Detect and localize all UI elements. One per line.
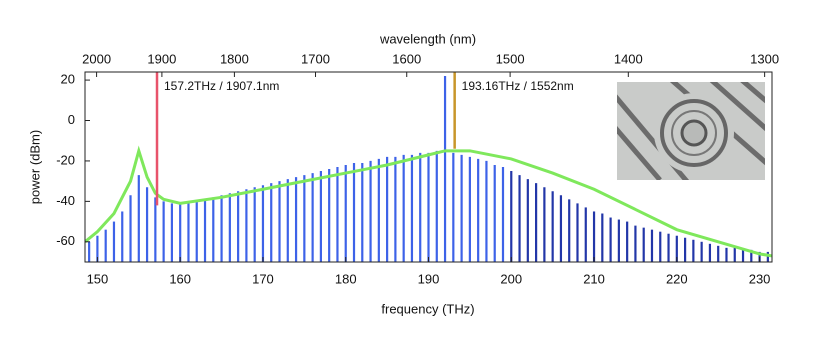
x-tick-label: 150: [87, 271, 109, 286]
x2-tick-label: 1400: [614, 51, 643, 66]
x2-tick-label: 1900: [147, 51, 176, 66]
y-axis-label: power (dBm): [27, 130, 42, 204]
x-tick-label: 160: [169, 271, 191, 286]
x2-tick-label: 2000: [82, 51, 111, 66]
inset-image: [617, 82, 765, 180]
x2-tick-label: 1600: [392, 51, 421, 66]
y-tick-label: 20: [61, 72, 75, 87]
y-tick-label: -60: [56, 233, 75, 248]
plot-area: [85, 72, 772, 262]
simulation-curve: [85, 145, 772, 258]
y-tick-label: -20: [56, 152, 75, 167]
x2-axis-label: wavelength (nm): [379, 31, 476, 46]
marker-label: 157.2THz / 1907.1nm: [164, 79, 279, 93]
x-axis-label: frequency (THz): [381, 301, 474, 316]
x-tick-label: 200: [500, 271, 522, 286]
x-tick-label: 210: [583, 271, 605, 286]
x-tick-label: 180: [335, 271, 357, 286]
x-tick-label: 230: [749, 271, 771, 286]
x2-tick-label: 1500: [496, 51, 525, 66]
x2-tick-label: 1300: [750, 51, 779, 66]
y-tick-label: -40: [56, 193, 75, 208]
x-tick-label: 190: [418, 271, 440, 286]
marker-label: 193.16THz / 1552nm: [462, 79, 574, 93]
y-tick-label: 0: [68, 112, 75, 127]
x-tick-label: 170: [252, 271, 274, 286]
x2-tick-label: 1700: [301, 51, 330, 66]
x-tick-label: 220: [666, 271, 688, 286]
x2-tick-label: 1800: [220, 51, 249, 66]
